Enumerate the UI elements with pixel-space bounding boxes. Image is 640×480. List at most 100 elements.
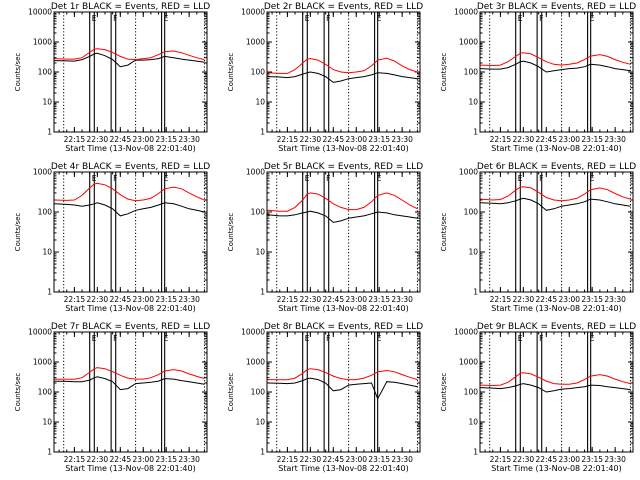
y-tick-label: 100	[38, 208, 53, 217]
series-line-lld	[267, 57, 418, 74]
gap-label: E	[164, 334, 169, 343]
x-tick-label: 22:30	[87, 295, 109, 304]
x-axis-label: Start Time (13-Nov-08 22:01:40)	[65, 304, 195, 313]
series-line-lld	[480, 186, 631, 202]
y-axis-label: Counts/sec	[14, 53, 22, 92]
chart-title: Det 3r BLACK = Events, RED = LLD	[477, 2, 636, 12]
series-line-lld	[480, 372, 631, 387]
x-tick-label: 22:45	[535, 135, 557, 144]
x-tick-label: 23:30	[178, 135, 200, 144]
gap-label: E	[377, 334, 382, 343]
series-line-events	[54, 376, 205, 391]
x-tick-label: 23:30	[604, 455, 626, 464]
x-tick-label: 23:30	[391, 455, 413, 464]
y-tick-label: 10	[468, 248, 478, 257]
y-tick-label: 100	[464, 208, 479, 217]
x-tick-label: 22:45	[322, 135, 344, 144]
x-tick-label: 22:15	[64, 295, 86, 304]
x-axis-label: Start Time (13-Nov-08 22:01:40)	[491, 464, 621, 473]
series-line-lld	[480, 52, 631, 67]
x-axis-label: Start Time (13-Nov-08 22:01:40)	[491, 144, 621, 153]
x-tick-label: 22:15	[277, 135, 299, 144]
x-axis-label: Start Time (13-Nov-08 22:01:40)	[278, 464, 408, 473]
y-tick-label: 100	[464, 68, 479, 77]
x-axis-label: Start Time (13-Nov-08 22:01:40)	[278, 144, 408, 153]
gap-label: F	[113, 14, 117, 23]
x-tick-label: 23:15	[368, 455, 390, 464]
plot-frame	[479, 331, 634, 453]
x-tick-label: 23:15	[581, 295, 603, 304]
y-tick-label: 10	[42, 248, 52, 257]
series-line-lld	[54, 182, 205, 202]
y-tick-label: 10000	[28, 8, 52, 17]
x-tick-label: 22:45	[535, 455, 557, 464]
x-tick-label: 22:30	[513, 455, 535, 464]
gap-label: E	[377, 174, 382, 183]
x-tick-label: 22:15	[277, 295, 299, 304]
x-tick-label: 23:30	[391, 135, 413, 144]
y-tick-label: 1	[473, 288, 478, 297]
x-tick-label: 23:00	[345, 455, 367, 464]
gap-label: E	[590, 334, 595, 343]
series-line-events	[480, 197, 631, 211]
chart-panel-4: Det 4r BLACK = Events, RED = LLD 1 10 100 10…	[14, 162, 210, 313]
plot-frame	[266, 171, 421, 293]
x-tick-label: 23:15	[368, 295, 390, 304]
y-tick-label: 1	[260, 128, 265, 137]
plot-frame	[479, 11, 634, 133]
series-line-events	[54, 52, 205, 68]
y-axis-label: Counts/sec	[14, 373, 22, 412]
y-tick-label: 100	[251, 388, 266, 397]
chart-title: Det 5r BLACK = Events, RED = LLD	[264, 162, 423, 172]
y-tick-label: 1	[47, 448, 52, 457]
y-tick-label: 10	[42, 98, 52, 107]
series-line-lld	[54, 367, 205, 380]
chart-title: Det 6r BLACK = Events, RED = LLD	[477, 162, 636, 172]
gap-label: E	[305, 334, 310, 343]
y-tick-label: 1	[473, 448, 478, 457]
x-tick-label: 23:00	[345, 295, 367, 304]
x-tick-label: 22:45	[109, 295, 131, 304]
x-axis-label: Start Time (13-Nov-08 22:01:40)	[65, 464, 195, 473]
x-tick-label: 22:15	[490, 455, 512, 464]
gap-label: E	[92, 14, 97, 23]
y-tick-label: 1	[260, 288, 265, 297]
x-tick-label: 22:45	[322, 455, 344, 464]
chart-panel-7: Det 7r BLACK = Events, RED = LLD 1 10 100 10…	[14, 322, 210, 473]
series-line-lld	[267, 192, 418, 212]
x-tick-label: 23:30	[391, 295, 413, 304]
y-tick-label: 10	[468, 98, 478, 107]
gap-label: E	[518, 174, 523, 183]
y-axis-label: Counts/sec	[227, 373, 235, 412]
series-line-events	[267, 210, 418, 223]
gap-label: E	[590, 14, 595, 23]
y-tick-label: 10	[255, 418, 265, 427]
x-tick-label: 22:30	[300, 135, 322, 144]
chart-panel-1: Det 1r BLACK = Events, RED = LLD 1 10 100 10…	[14, 2, 210, 153]
y-tick-label: 1	[47, 288, 52, 297]
series-line-events	[267, 71, 418, 83]
x-tick-label: 23:00	[558, 455, 580, 464]
y-axis-label: Counts/sec	[227, 213, 235, 252]
plot-frame	[53, 171, 208, 293]
y-tick-label: 1000	[459, 38, 478, 47]
y-tick-label: 100	[464, 388, 479, 397]
chart-title: Det 1r BLACK = Events, RED = LLD	[51, 2, 210, 12]
chart-panel-6: Det 6r BLACK = Events, RED = LLD 1 10 100 10…	[440, 162, 636, 313]
x-tick-label: 22:45	[109, 135, 131, 144]
y-tick-label: 100	[251, 68, 266, 77]
chart-panel-8: Det 8r BLACK = Events, RED = LLD 1 10 100 10…	[227, 322, 423, 473]
x-tick-label: 22:45	[109, 455, 131, 464]
plot-frame	[53, 11, 208, 133]
x-axis-label: Start Time (13-Nov-08 22:01:40)	[278, 304, 408, 313]
y-tick-label: 1	[260, 448, 265, 457]
y-axis-label: Counts/sec	[440, 373, 448, 412]
x-tick-label: 23:00	[132, 135, 154, 144]
y-tick-label: 1	[473, 128, 478, 137]
x-tick-label: 23:30	[604, 295, 626, 304]
x-tick-label: 23:15	[581, 455, 603, 464]
chart-title: Det 4r BLACK = Events, RED = LLD	[51, 162, 210, 172]
chart-panel-3: Det 3r BLACK = Events, RED = LLD 1 10 100 10…	[440, 2, 636, 153]
x-tick-label: 22:30	[300, 295, 322, 304]
gap-label: F	[539, 14, 543, 23]
